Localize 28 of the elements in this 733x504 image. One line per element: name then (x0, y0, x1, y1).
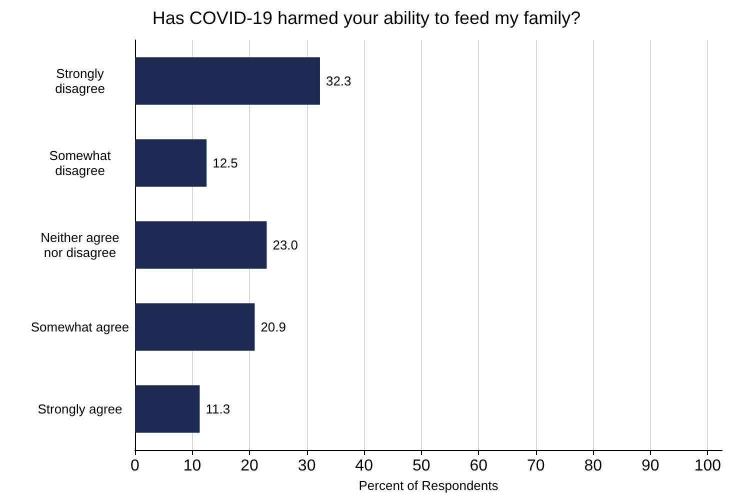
data-label: 32.3 (326, 74, 352, 88)
x-tick-label: 30 (298, 458, 316, 474)
bar (135, 221, 267, 269)
x-tick-label: 80 (584, 458, 602, 474)
y-tick-label: Strongly disagree (55, 66, 105, 96)
x-axis-title: Percent of Respondents (358, 478, 499, 493)
data-label: 12.5 (212, 156, 238, 170)
x-tick-label: 50 (412, 458, 430, 474)
data-label: 20.9 (260, 320, 286, 334)
x-tick-label: 60 (470, 458, 488, 474)
y-tick-label: Somewhat disagree (49, 148, 112, 178)
x-tick-label: 20 (240, 458, 259, 474)
bar (135, 57, 320, 105)
bar (135, 303, 255, 351)
y-tick-label: Strongly agree (38, 402, 122, 416)
x-tick-label: 10 (183, 458, 202, 474)
data-label: 23.0 (272, 238, 298, 252)
y-tick-label: Somewhat agree (30, 320, 130, 334)
chart-title: Has COVID-19 harmed your ability to feed my family? (152, 8, 581, 28)
y-tick-label: Neither agree nor disagree (40, 230, 120, 260)
bar (135, 385, 200, 433)
bar (135, 139, 207, 187)
x-tick-label: 0 (130, 458, 140, 474)
data-label: 11.3 (206, 402, 230, 416)
x-tick-label: 100 (694, 458, 722, 474)
x-tick-label: 90 (642, 458, 660, 474)
x-tick-label: 40 (355, 458, 374, 474)
x-tick-label: 70 (526, 458, 545, 474)
